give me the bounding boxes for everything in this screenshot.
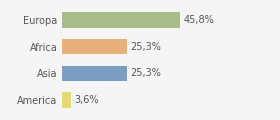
Bar xyxy=(62,66,127,81)
Text: 45,8%: 45,8% xyxy=(183,15,214,25)
Text: 25,3%: 25,3% xyxy=(130,42,161,52)
Text: 3,6%: 3,6% xyxy=(74,95,99,105)
Bar xyxy=(62,93,71,108)
Bar xyxy=(62,12,180,27)
Bar xyxy=(62,39,127,54)
Text: 25,3%: 25,3% xyxy=(130,68,161,78)
